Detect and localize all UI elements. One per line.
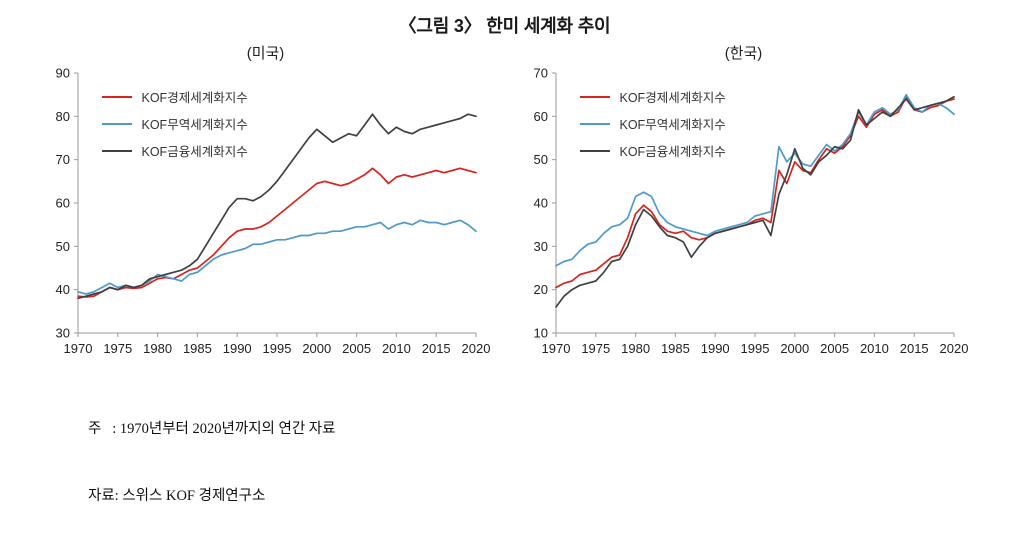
legend-item-trade: KOF무역세계화지수 [101, 114, 248, 133]
korea-chart-subtitle: (한국) [724, 45, 763, 62]
legend-item-financial: KOF금융세계화지수 [101, 141, 248, 160]
x-tick-label: 2015 [899, 341, 928, 356]
note-line: 주 : 1970년부터 2020년까지의 연간 자료 [88, 420, 336, 437]
y-tick-label: 30 [55, 326, 69, 341]
financial-line-swatch-icon [101, 149, 132, 152]
y-tick-label: 40 [533, 196, 547, 211]
y-tick-label: 10 [533, 326, 547, 341]
x-tick-label: 1990 [222, 341, 251, 356]
x-tick-label: 2000 [780, 341, 809, 356]
figure-page: 〈그림 3〉 한미 세계화 추이 (미국) 30 40 50 60 70 80 90 1970… [0, 12, 1009, 553]
x-tick-label: 1975 [581, 341, 610, 356]
legend-item-financial: KOF금융세계화지수 [579, 141, 726, 160]
x-tick-label: 1995 [262, 341, 291, 356]
x-tick-label: 1970 [541, 341, 570, 356]
legend-label-economic: KOF경제세계화지수 [141, 91, 248, 105]
y-tick-label: 60 [55, 196, 69, 211]
x-tick-label: 2020 [461, 341, 490, 356]
y-tick-label: 40 [55, 282, 69, 297]
korea-chart-block: (한국) 10 20 30 40 50 60 70 1970 1975 1980 1985 1990 1… [518, 42, 970, 365]
korea-chart-canvas: 10 20 30 40 50 60 70 1970 1975 1980 1985 1990 1995 20… [533, 66, 968, 357]
x-tick-label: 2000 [302, 341, 331, 356]
y-tick-label: 30 [533, 239, 547, 254]
charts-row: (미국) 30 40 50 60 70 80 90 1970 1975 1980 1985 1990 1… [0, 42, 1009, 365]
series-line [554, 93, 955, 267]
y-tick-label: 60 [533, 109, 547, 124]
x-tick-label: 1975 [103, 341, 132, 356]
legend-item-trade: KOF무역세계화지수 [579, 114, 726, 133]
x-tick-label: 2015 [421, 341, 450, 356]
legend-item-economic: KOF경제세계화지수 [101, 87, 248, 106]
trade-line-swatch-icon [579, 122, 610, 125]
x-tick-label: 1970 [63, 341, 92, 356]
economic-line-swatch-icon [101, 95, 132, 98]
y-tick-label: 70 [55, 152, 69, 167]
us-chart-wrap: 30 40 50 60 70 80 90 1970 1975 1980 1985 1990 1995 20… [40, 65, 492, 365]
x-tick-label: 1980 [621, 341, 650, 356]
x-tick-label: 1980 [143, 341, 172, 356]
y-tick-label: 90 [55, 66, 69, 81]
legend-label-economic: KOF경제세계화지수 [619, 91, 726, 105]
legend-item-economic: KOF경제세계화지수 [579, 87, 726, 106]
x-tick-label: 2005 [342, 341, 371, 356]
series-line [76, 113, 477, 300]
us-chart-canvas: 30 40 50 60 70 80 90 1970 1975 1980 1985 1990 1995 20… [55, 66, 490, 357]
legend-label-trade: KOF무역세계화지수 [619, 118, 726, 132]
y-tick-label: 50 [533, 152, 547, 167]
korea-chart-legend: KOF경제세계화지수 KOF무역세계화지수 KOF금융세계화지수 [579, 87, 726, 160]
series-line [76, 219, 477, 295]
y-tick-label: 70 [533, 66, 547, 81]
x-tick-label: 1985 [660, 341, 689, 356]
x-tick-label: 1985 [182, 341, 211, 356]
series-line [554, 95, 955, 308]
us-chart-subtitle: (미국) [246, 45, 285, 62]
y-tick-label: 20 [533, 282, 547, 297]
financial-line-swatch-icon [579, 149, 610, 152]
korea-chart-wrap: 10 20 30 40 50 60 70 1970 1975 1980 1985 1990 1995 20… [518, 65, 970, 365]
legend-label-trade: KOF무역세계화지수 [141, 118, 248, 132]
us-chart-block: (미국) 30 40 50 60 70 80 90 1970 1975 1980 1985 1990 1… [40, 42, 492, 365]
series-line [76, 167, 477, 298]
figure-notes: 주 : 1970년부터 2020년까지의 연간 자료 자료: 스위스 KOF 경… [88, 373, 1009, 553]
figure-title: 〈그림 3〉 한미 세계화 추이 [398, 16, 611, 36]
x-tick-label: 1995 [740, 341, 769, 356]
x-tick-label: 2010 [381, 341, 410, 356]
legend-label-financial: KOF금융세계화지수 [619, 145, 726, 159]
x-tick-label: 2010 [859, 341, 888, 356]
legend-label-financial: KOF금융세계화지수 [141, 145, 248, 159]
source-line: 자료: 스위스 KOF 경제연구소 [88, 488, 266, 505]
y-tick-label: 80 [55, 109, 69, 124]
x-tick-label: 2020 [939, 341, 968, 356]
x-tick-label: 2005 [820, 341, 849, 356]
y-tick-label: 50 [55, 239, 69, 254]
economic-line-swatch-icon [579, 95, 610, 98]
us-chart-legend: KOF경제세계화지수 KOF무역세계화지수 KOF금융세계화지수 [101, 87, 248, 160]
x-tick-label: 1990 [700, 341, 729, 356]
trade-line-swatch-icon [101, 122, 132, 125]
